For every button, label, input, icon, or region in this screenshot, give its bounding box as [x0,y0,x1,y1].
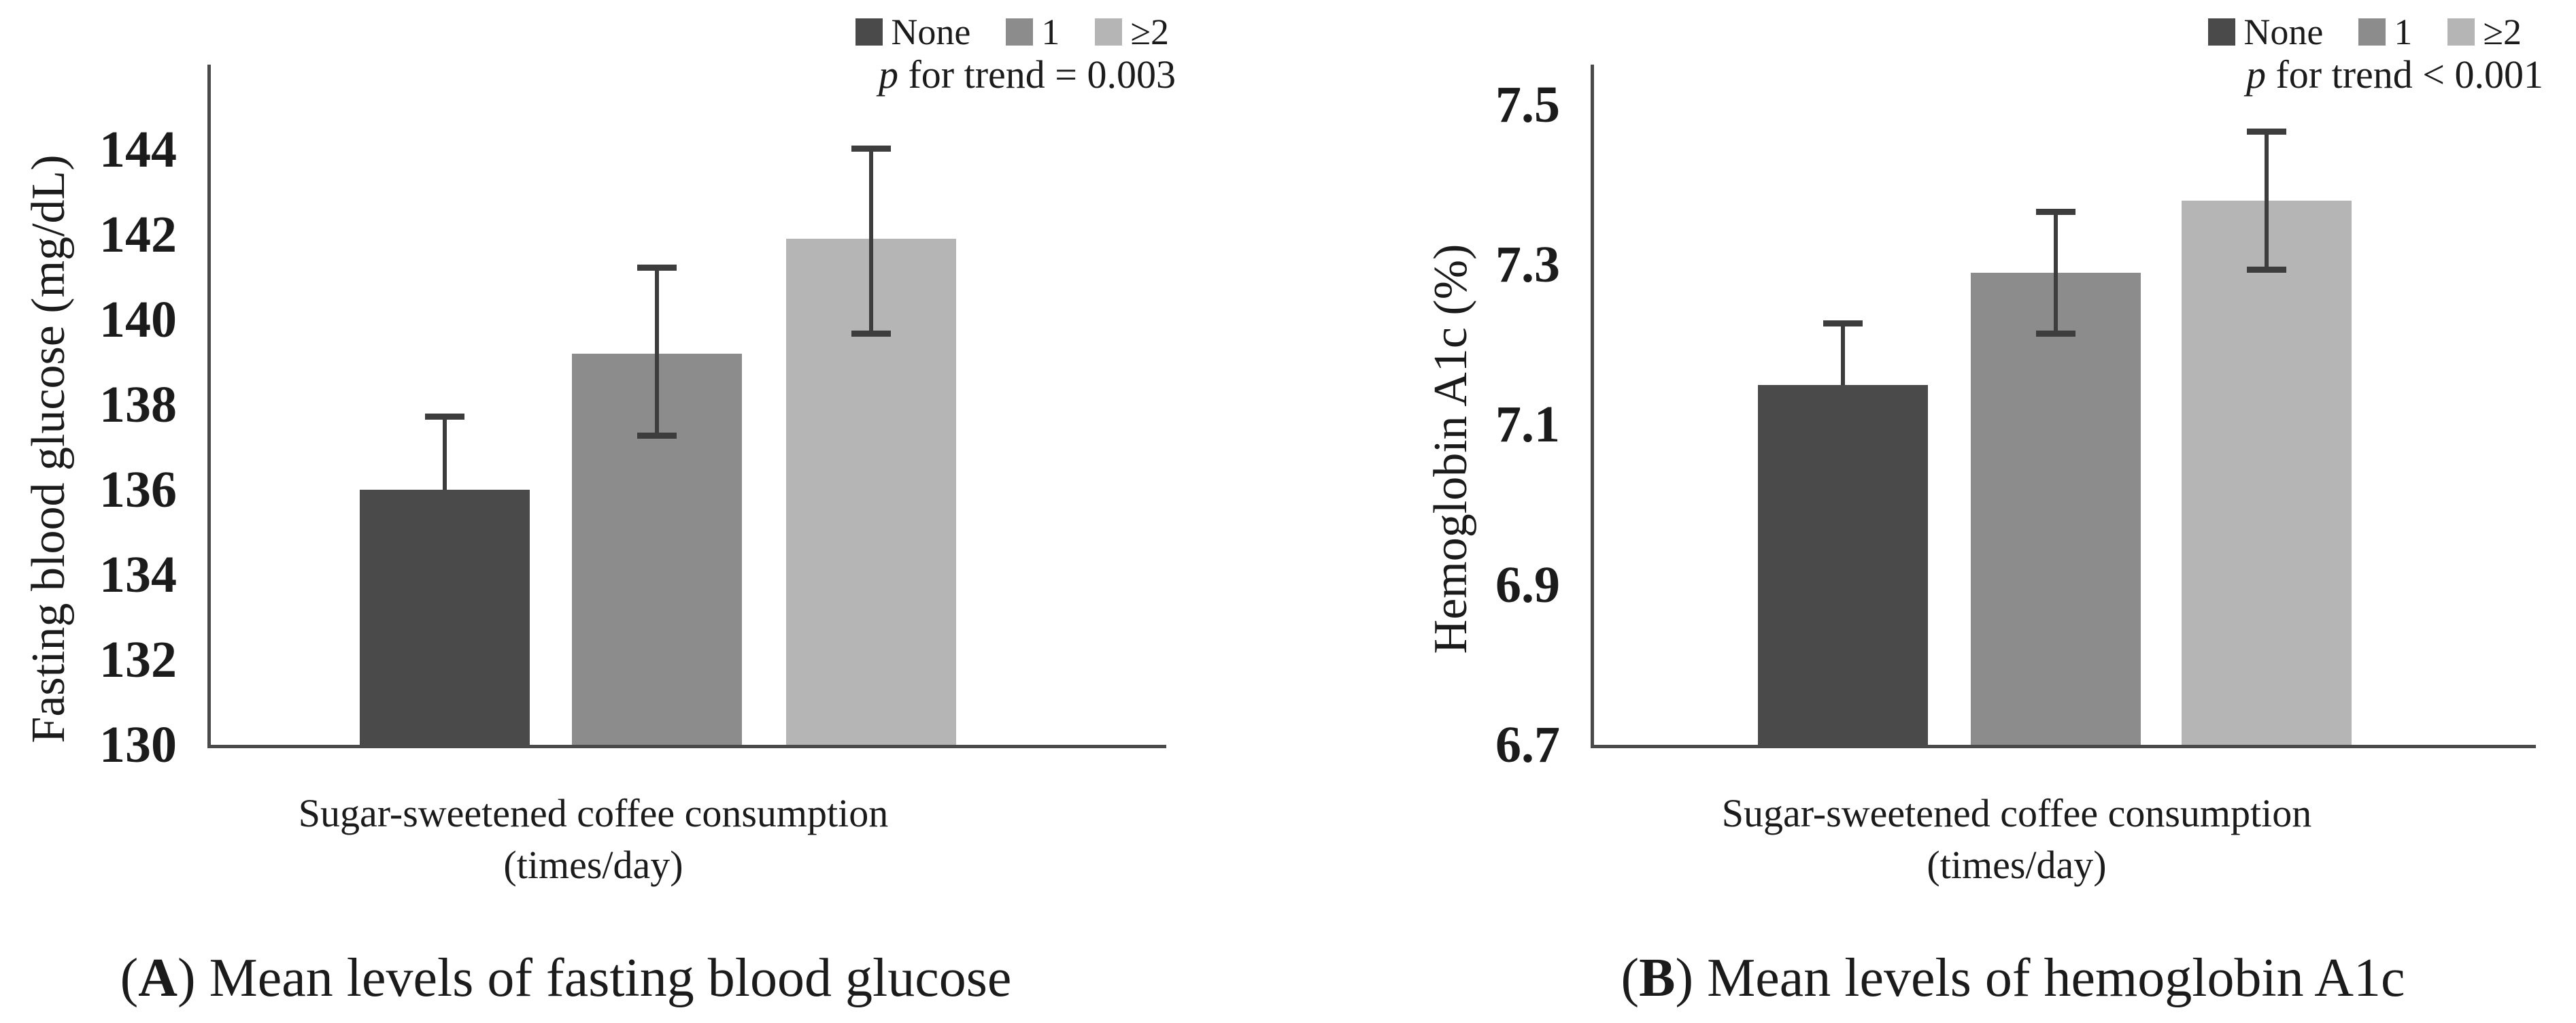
legend-label: 1 [1041,12,1060,52]
error-bar-line [1840,320,1845,385]
legend-swatch-icon [1095,18,1123,46]
legend-label: 1 [2394,12,2413,52]
y-tick-label: 142 [99,206,177,263]
legend-label: None [2243,12,2324,52]
caption-pre: ( [1621,948,1640,1008]
legend-item: None [855,14,970,50]
caption: (B) Mean levels of hemoglobin A1c [1369,947,2576,1009]
plot-area [1591,65,2536,748]
error-bar-cap-top [2246,129,2286,135]
caption-post: ) [177,948,209,1008]
legend-swatch-icon [855,18,883,46]
p-trend-annotation: p for trend = 0.003 [879,53,1176,97]
y-tick-label: 132 [99,631,177,688]
bar-None [1757,384,1928,745]
error-bar-cap-top [637,264,677,271]
legend-swatch-icon [2447,18,2475,46]
p-trend-text: for trend < 0.001 [2265,52,2543,97]
legend-item: ≥2 [2447,14,2522,50]
p-trend-text: for trend = 0.003 [898,52,1176,97]
y-tick-label: 144 [99,121,177,178]
legend-swatch-icon [2358,18,2386,46]
y-tick-label: 134 [99,546,177,603]
y-tick-label: 7.3 [1495,236,1560,294]
legend: None 1 ≥2 [2208,14,2522,50]
legend-item: 1 [1006,14,1060,50]
y-tick-label: 138 [99,376,177,433]
y-tick-label: 140 [99,291,177,348]
caption-letter: A [138,948,178,1008]
plot-area [207,65,1166,748]
legend-label: None [891,12,971,52]
error-bar-line [443,413,447,490]
caption-text: Mean levels of fasting blood glucose [209,948,1012,1008]
caption-text: Mean levels of hemoglobin A1c [1707,948,2405,1008]
p-symbol: p [2245,52,2266,97]
error-bar-cap-top [1823,320,1863,327]
x-axis-title: Sugar-sweetened coffee consumption (time… [116,788,1071,891]
legend-item: 1 [2358,14,2412,50]
p-trend-annotation: p for trend < 0.001 [2246,53,2543,97]
bar-≥2 [2181,201,2352,745]
caption-pre: ( [120,948,139,1008]
legend-swatch-icon [1006,18,1034,46]
error-bar-cap-top [425,413,465,420]
y-tick-label: 7.1 [1495,396,1560,454]
caption-letter: B [1639,948,1676,1008]
error-bar-cap-top [2035,208,2075,215]
legend: None 1 ≥2 [855,14,1169,50]
x-axis-title-line2: (times/day) [503,843,683,887]
panel-b: None 1 ≥2 p for trend < 0.001 Hemoglobin A… [1288,0,2576,1023]
legend-item: None [2208,14,2323,50]
legend-label: ≥2 [1130,12,1169,52]
error-bar-cap-bottom [2246,266,2286,273]
error-bar-line [868,145,873,337]
legend-item: ≥2 [1095,14,1169,50]
error-bar-cap-bottom [851,331,891,337]
panel-a: None 1 ≥2 p for trend = 0.003 Fasting bloo… [0,14,1210,1009]
y-tick-label: 130 [99,716,177,773]
x-axis-title: Sugar-sweetened coffee consumption (time… [1546,788,2488,891]
legend-label: ≥2 [2483,12,2522,52]
caption-post: ) [1675,948,1708,1008]
bar-None [360,490,530,745]
x-axis-title-line1: Sugar-sweetened coffee consumption [298,791,889,835]
x-axis-title-line1: Sugar-sweetened coffee consumption [1721,791,2312,835]
bar-1 [1970,272,2141,745]
error-bar-line [2264,129,2269,273]
y-tick-label: 136 [99,461,177,518]
legend-swatch-icon [2208,18,2236,46]
error-bar-cap-bottom [637,433,677,439]
y-tick-label: 7.5 [1495,76,1560,133]
error-bar-cap-top [851,145,891,152]
p-symbol: p [878,52,898,97]
y-tick-label: 6.9 [1495,556,1560,614]
x-axis-title-line2: (times/day) [1927,843,2107,887]
caption: (A) Mean levels of fasting blood glucose [0,947,1210,1009]
error-bar-line [655,264,660,439]
error-bar-line [2053,208,2058,337]
y-tick-label: 6.7 [1495,716,1560,773]
error-bar-cap-bottom [2035,331,2075,337]
